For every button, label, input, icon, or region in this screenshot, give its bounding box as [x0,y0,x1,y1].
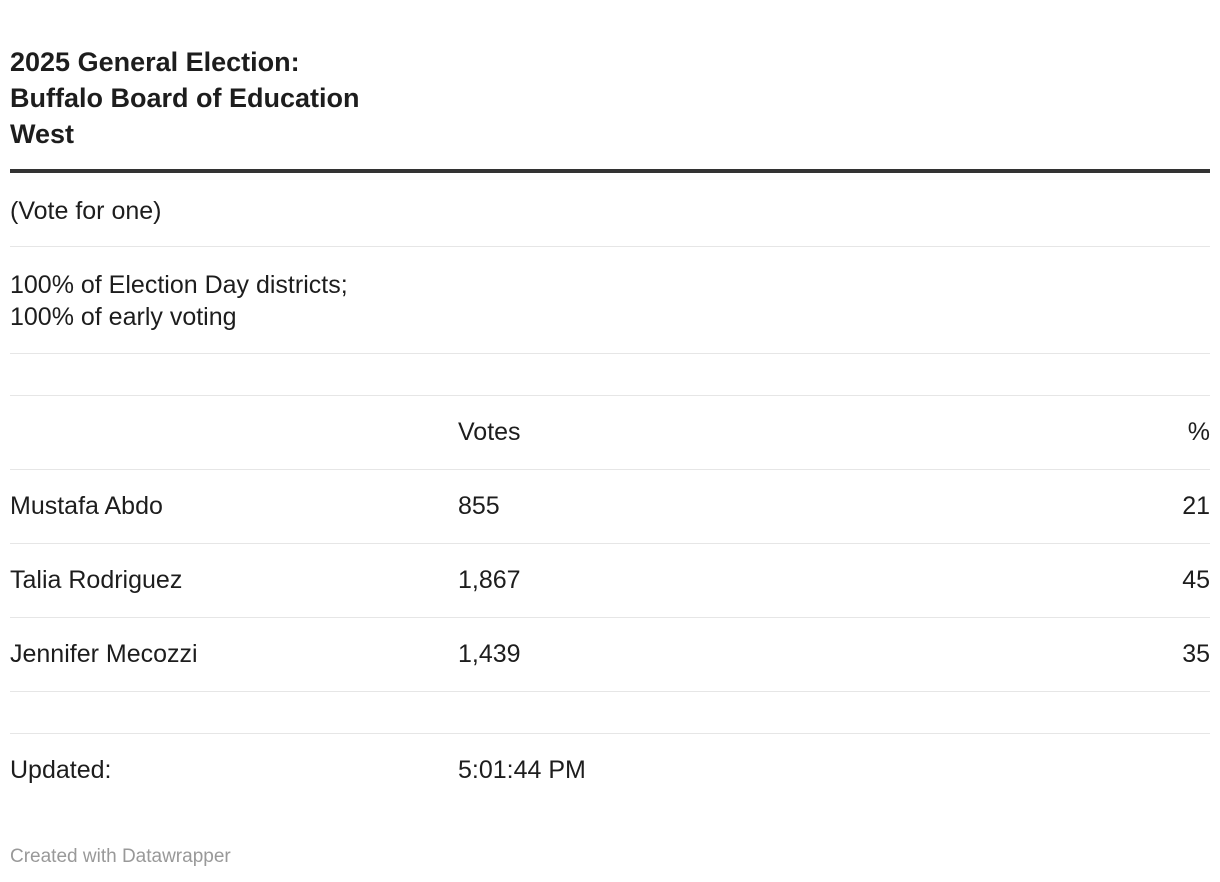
votes-header: Votes [458,418,521,446]
datawrapper-credit[interactable]: Created with Datawrapper [10,846,231,867]
title-rule [10,169,1210,173]
spacer-row [10,692,1210,734]
table-row: Talia Rodriguez 1,867 45 [10,544,1210,618]
candidate-percent: 45 [1182,566,1210,594]
table-row: Jennifer Mecozzi 1,439 35 [10,618,1210,692]
candidate-votes: 1,439 [458,640,521,668]
reporting-status: 100% of Election Day districts; 100% of … [10,269,348,333]
table-row: Mustafa Abdo 855 21 [10,470,1210,544]
candidate-name: Jennifer Mecozzi [10,640,198,668]
candidate-percent: 21 [1182,492,1210,520]
reporting-line: 100% of early voting [10,303,237,331]
candidate-votes: 855 [458,492,500,520]
reporting-row: 100% of Election Day districts; 100% of … [10,247,1210,354]
candidate-name: Talia Rodriguez [10,566,183,594]
title-line: 2025 General Election: [10,47,300,77]
table-header: Votes % [10,396,1210,470]
updated-label: Updated: [10,756,112,784]
updated-row: Updated: 5:01:44 PM [10,734,1210,808]
title-line: West [10,119,75,149]
percent-header: % [1187,418,1210,446]
candidate-votes: 1,867 [458,566,521,594]
title-line: Buffalo Board of Education [10,83,360,113]
page-title: 2025 General Election: Buffalo Board of … [10,44,430,152]
note-row: (Vote for one) [10,173,1210,247]
candidate-percent: 35 [1182,640,1210,668]
spacer-row [10,354,1210,396]
updated-time: 5:01:44 PM [458,756,586,784]
reporting-line: 100% of Election Day districts; [10,271,348,299]
vote-note: (Vote for one) [10,197,162,225]
candidate-name: Mustafa Abdo [10,492,163,520]
